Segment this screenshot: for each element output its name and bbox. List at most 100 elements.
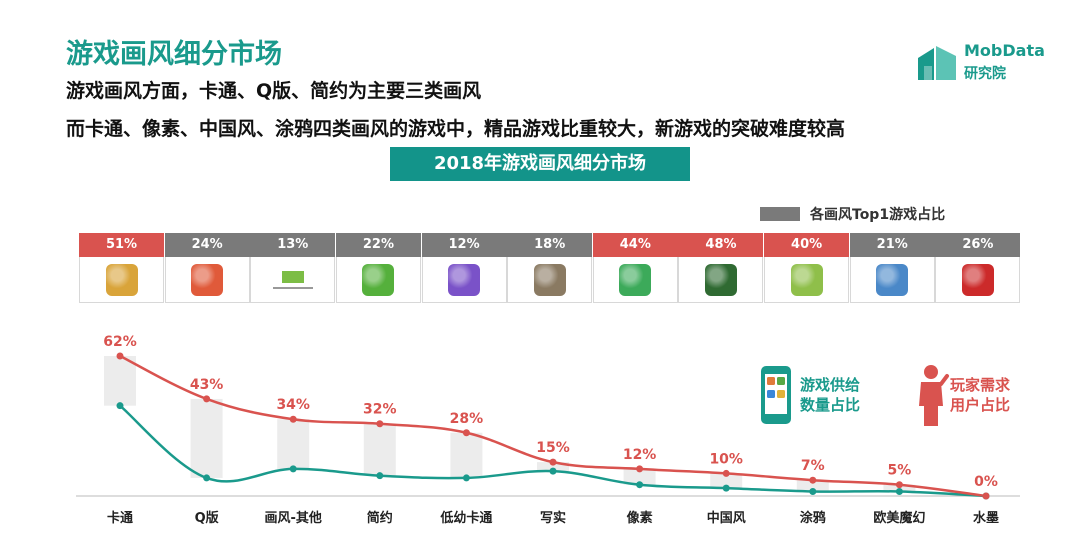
supply-point [116, 402, 124, 410]
game-icon-green-monster [362, 263, 395, 296]
logo-name: MobData [964, 41, 1045, 60]
top1-icon-box [164, 257, 250, 303]
demand-point [722, 469, 730, 477]
app-tile-icon [777, 390, 785, 398]
gap-bar [277, 419, 310, 469]
top1-cell: 51% [79, 233, 165, 303]
demand-point [203, 395, 211, 403]
chart-banner: 2018年游戏画风细分市场 [390, 147, 690, 181]
supply-legend-label: 游戏供给 [800, 376, 860, 394]
style-line-chart: 62% 43% 34% 32% 28% 15% 12% 10% 7% 5% 0% 卡通 Q版 画风-其他 简… [76, 334, 1020, 526]
google-play-games-icon [270, 268, 315, 291]
top1-cell: 18% [507, 233, 593, 303]
supply-point [809, 487, 817, 495]
demand-data-label: 0% [974, 474, 998, 490]
gap-bar [796, 480, 829, 492]
supply-point [289, 465, 297, 473]
x-tick-label: 像素 [627, 510, 653, 526]
person-body-icon [919, 382, 943, 426]
x-tick-label: 涂鸦 [800, 510, 826, 526]
top1-value: 51% [79, 233, 165, 257]
x-tick-label: Q版 [195, 510, 219, 526]
app-tile-icon [767, 390, 775, 398]
top1-value: 21% [849, 233, 935, 257]
top1-legend-swatch [760, 207, 800, 221]
gap-bar [537, 462, 569, 472]
top1-value: 24% [164, 233, 250, 257]
top1-value: 22% [335, 233, 421, 257]
top1-icon-box [592, 257, 678, 303]
person-arm-icon [939, 374, 949, 386]
top1-icon-box [507, 257, 593, 303]
supply-point [895, 487, 903, 495]
top1-cell: 21% [849, 233, 935, 303]
page-title: 游戏画风细分市场 [66, 39, 282, 70]
game-icon-shooter [533, 263, 566, 296]
demand-point [636, 465, 644, 473]
supply-point [636, 481, 644, 489]
x-tick-label: 简约 [367, 510, 393, 526]
game-icon-doodle [790, 263, 823, 296]
demand-data-label: 15% [536, 440, 570, 456]
gap-bar [710, 473, 743, 489]
top1-icon-box [764, 257, 850, 303]
game-icon-mahjong [704, 263, 737, 296]
app-tile-icon [767, 377, 775, 385]
x-tick-label: 卡通 [107, 510, 133, 526]
top1-icon-box [935, 257, 1021, 303]
gap-bar [190, 398, 223, 478]
top1-value: 48% [678, 233, 764, 257]
x-tick-label: 水墨 [973, 510, 999, 526]
game-icon-fantasy [876, 263, 909, 296]
demand-point [116, 352, 124, 360]
subtitle-1: 游戏画风方面，卡通、Q版、简约为主要三类画风 [66, 80, 482, 102]
demand-data-label: 43% [190, 377, 224, 393]
gap-bar [104, 356, 136, 406]
top1-cell: 48% [678, 233, 764, 303]
x-tick-label: 画风-其他 [264, 510, 321, 526]
x-tick-label: 欧美魔幻 [873, 510, 925, 526]
game-icon-blocks [448, 263, 481, 296]
gap-bar [450, 432, 483, 478]
supply-point [203, 474, 211, 482]
demand-legend-label: 用户占比 [950, 396, 1010, 414]
mobdata-logo-icon [918, 46, 956, 80]
demand-point [549, 458, 557, 466]
demand-data-label: 28% [450, 411, 484, 427]
top1-icon-box [421, 257, 507, 303]
demand-data-label: 32% [363, 402, 397, 418]
supply-legend-label: 数量占比 [800, 396, 860, 414]
person-head-icon [924, 365, 938, 379]
top1-cell: 40% [764, 233, 850, 303]
demand-point [376, 420, 384, 428]
logo-sub: 研究院 [964, 66, 1006, 82]
demand-data-label: 62% [103, 334, 137, 350]
supply-point [549, 467, 557, 475]
supply-point [376, 472, 384, 480]
app-tile-icon [777, 377, 785, 385]
top1-icon-box [335, 257, 421, 303]
supply-point [722, 484, 730, 492]
game-icon-hero [105, 263, 138, 296]
top1-value: 12% [421, 233, 507, 257]
demand-data-label: 12% [623, 447, 657, 463]
top1-legend-label: 各画风Top1游戏占比 [810, 207, 946, 223]
demand-data-label: 5% [888, 463, 912, 479]
demand-point [895, 481, 903, 489]
game-icon-ink [961, 263, 994, 296]
demand-point [462, 429, 470, 437]
top1-cell: 13% [250, 233, 336, 303]
demand-data-label: 10% [709, 451, 743, 467]
x-tick-label: 写实 [540, 510, 566, 526]
top1-value: 40% [764, 233, 850, 257]
top1-strip: 51% 24% 13% 22% 12% 18% 44% 48% 40% 21% 26% [79, 233, 1021, 303]
top1-value: 13% [250, 233, 336, 257]
demand-point [289, 415, 297, 423]
top1-icon-box [849, 257, 935, 303]
game-icon-pixel [619, 263, 652, 296]
top1-icon-box [678, 257, 764, 303]
gap-bar [623, 468, 656, 485]
subtitle-2: 而卡通、像素、中国风、涂鸦四类画风的游戏中，精品游戏比重较大，新游戏的突破难度较… [66, 118, 846, 140]
game-icon-qcartoon [191, 263, 224, 296]
x-tick-label: 低幼卡通 [439, 510, 492, 526]
